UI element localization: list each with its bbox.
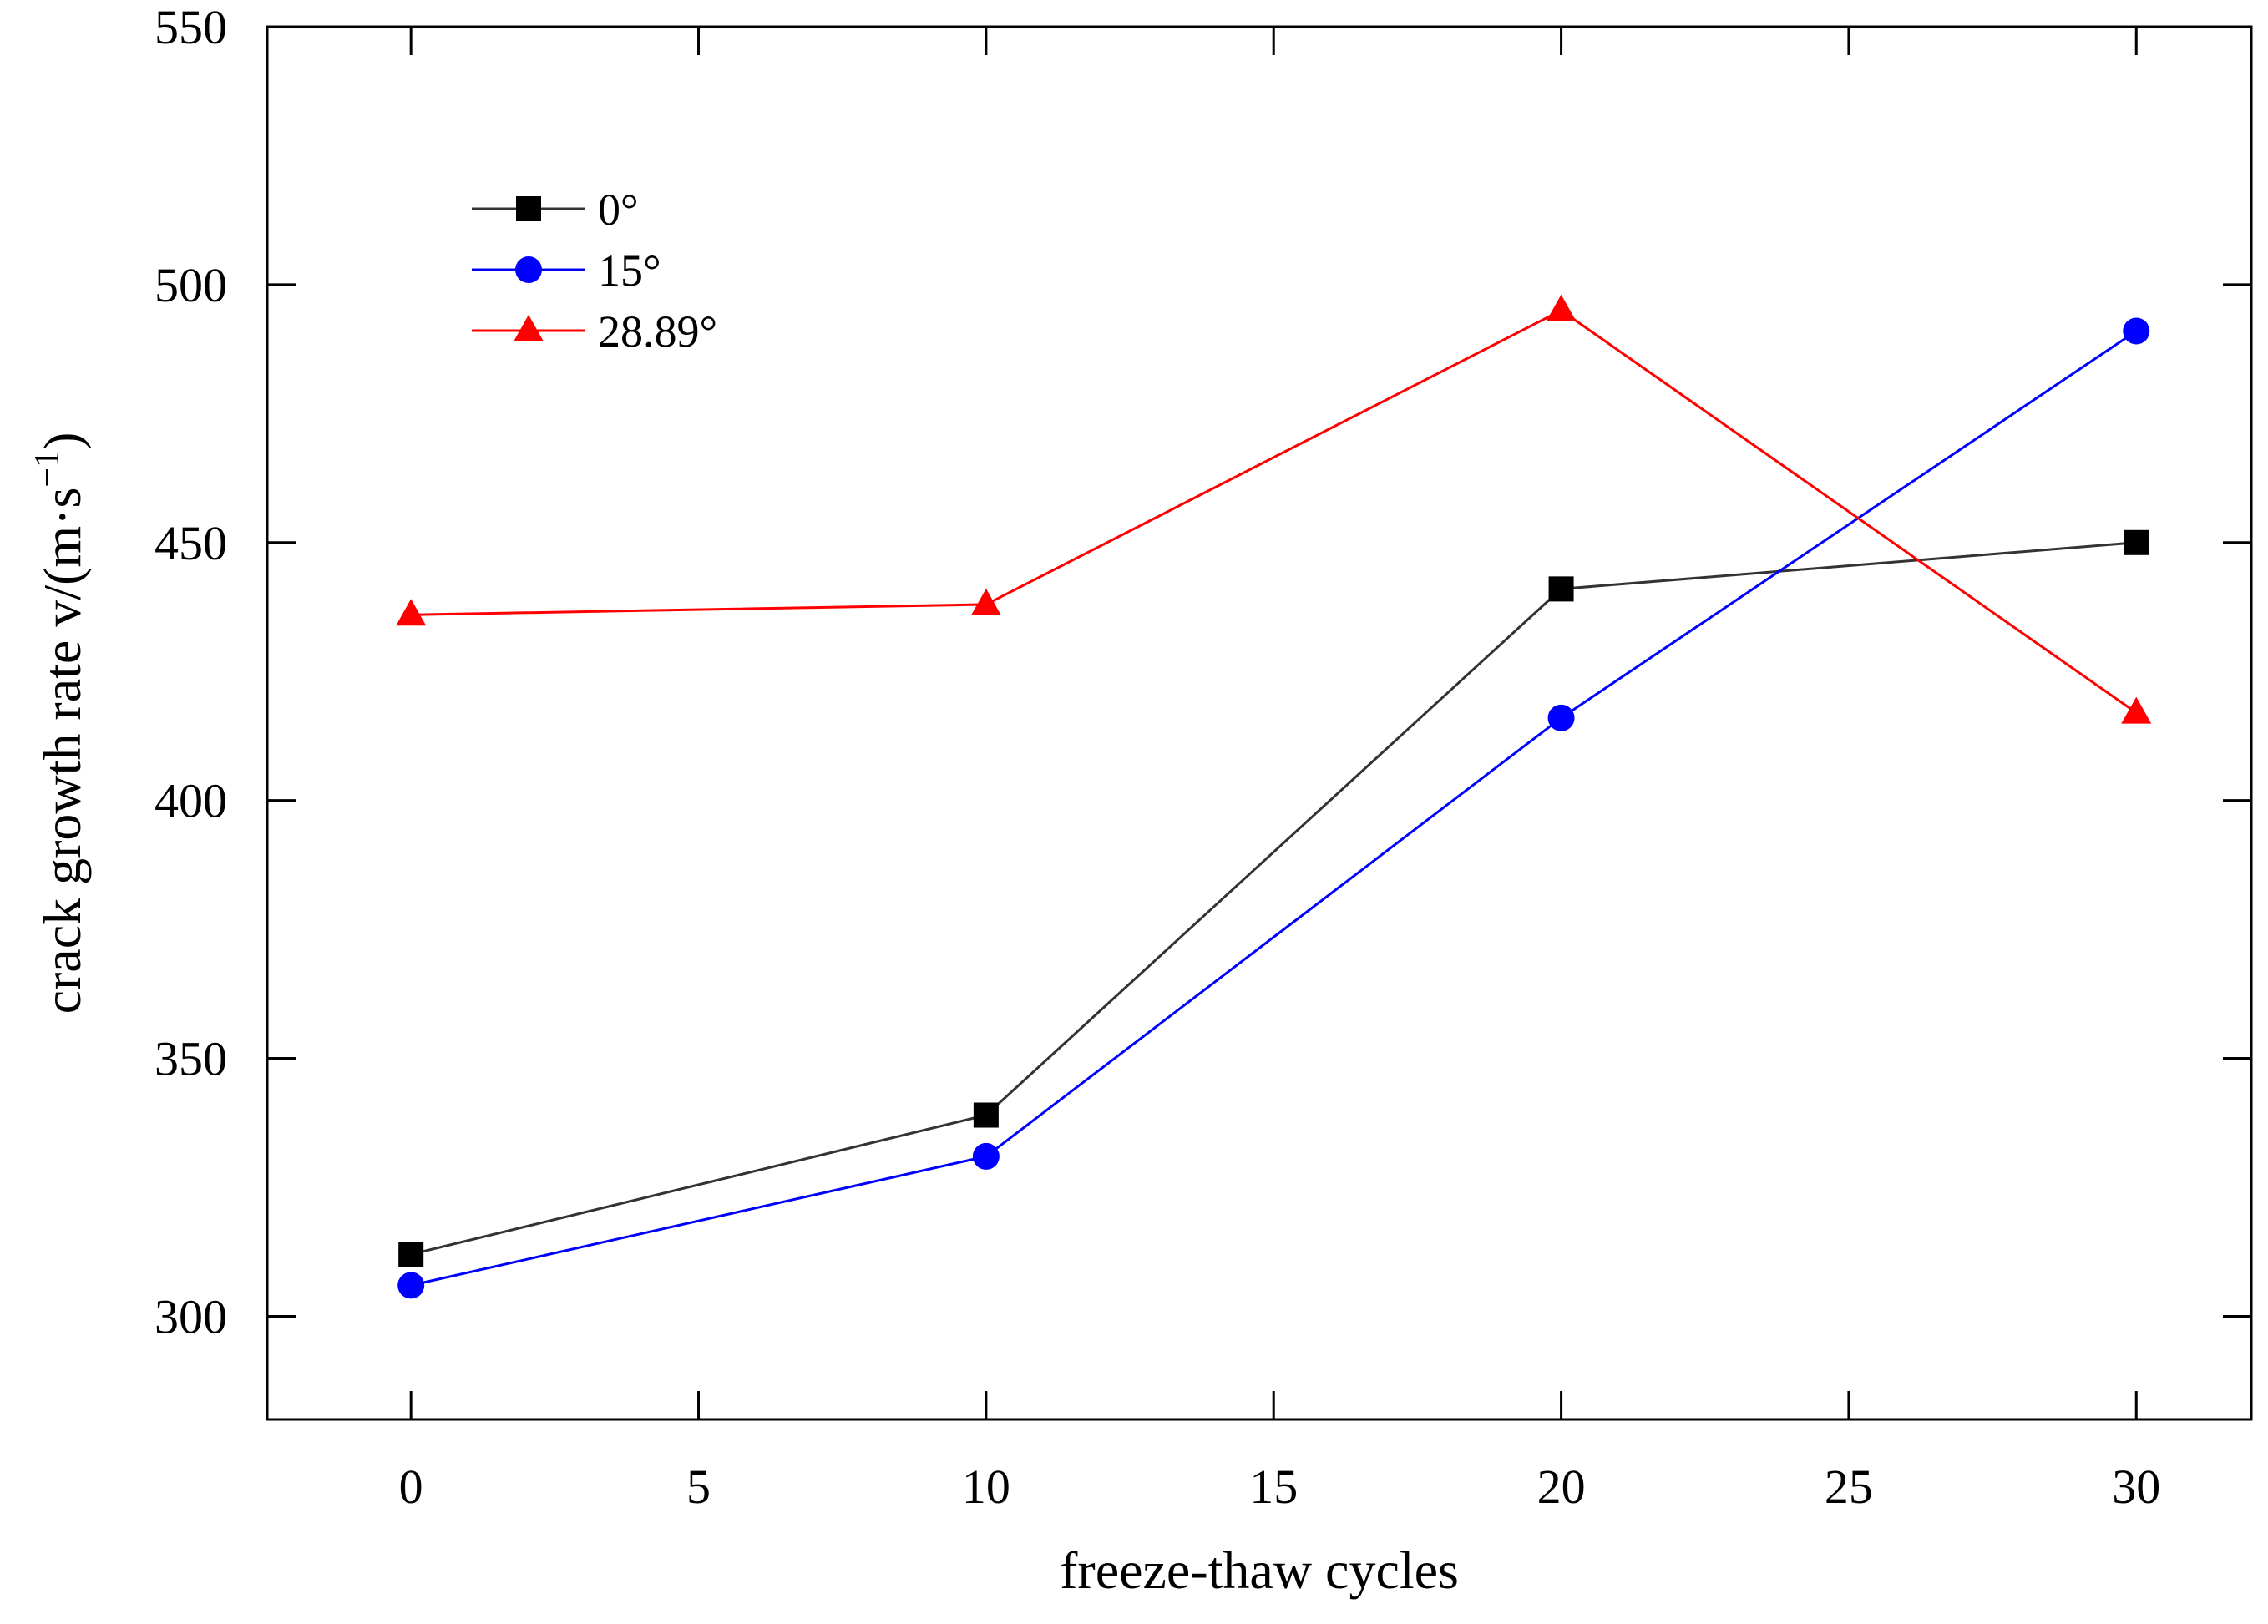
x-axis-label: freeze-thaw cycles [1060,1541,1459,1600]
legend: 0° 15° 28.89° [472,185,717,357]
data-point-series-0 [398,1242,424,1267]
legend-label: 0° [598,185,639,235]
x-tick-label: 5 [686,1460,711,1514]
data-point-series-2 [396,599,427,626]
y-axis-label-close: ) [33,433,92,450]
legend-label: 15° [598,245,661,296]
y-tick-label: 500 [154,258,227,312]
data-point-series-1 [2123,317,2150,345]
legend-label: 28.89° [598,306,717,357]
series-markers [396,294,2152,1299]
data-point-series-0 [973,1102,999,1128]
y-axis-label: crack growth rate v/(m·s−1) [28,433,92,1014]
x-tick-label: 10 [962,1460,1010,1514]
data-point-series-0 [1548,576,1574,602]
data-point-series-1 [1547,704,1575,731]
data-point-series-2 [2121,696,2152,724]
series-line-2 [411,309,2138,714]
data-point-series-1 [397,1272,425,1299]
x-tick-label: 0 [399,1460,423,1514]
x-tick-label: 20 [1537,1460,1586,1514]
axis-ticks: 0 5 10 15 20 25 30 300 350 400 450 500 550 [154,0,2251,1514]
y-tick-label: 450 [154,516,227,570]
y-axis-label-main: crack growth rate v/(m·s [33,488,92,1014]
x-tick-label: 30 [2112,1460,2160,1514]
series-line-1 [410,330,2138,1287]
data-point-series-1 [972,1142,1000,1170]
y-axis-label-exponent: −1 [28,450,67,488]
y-tick-label: 550 [154,0,227,54]
legend-marker [516,196,541,221]
x-tick-label: 15 [1249,1460,1298,1514]
legend-marker [515,256,542,283]
data-point-series-2 [1546,294,1577,321]
y-tick-label: 400 [154,774,227,828]
y-tick-label: 300 [154,1289,227,1343]
data-point-series-0 [2124,529,2149,555]
plot-frame [266,25,2253,1421]
series-line-0 [410,541,2137,1256]
series-lines [410,309,2138,1287]
y-tick-label: 350 [154,1032,227,1086]
x-tick-label: 25 [1825,1460,1873,1514]
legend-marker [514,315,544,341]
data-point-series-2 [970,588,1001,615]
